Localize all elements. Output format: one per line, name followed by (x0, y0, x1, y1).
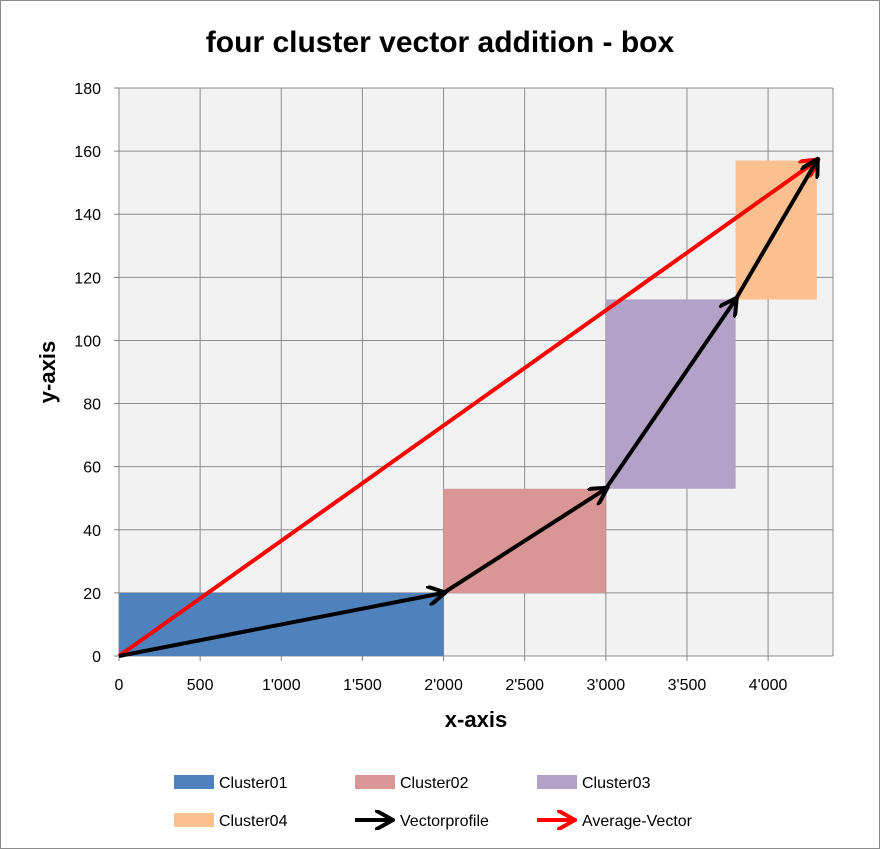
y-tick-label: 160 (74, 144, 101, 161)
legend-swatch-cluster01 (174, 775, 214, 789)
legend-label-cluster04: Cluster04 (219, 813, 288, 830)
y-axis-title: y-axis (35, 341, 60, 403)
x-tick-label: 1'500 (343, 677, 382, 694)
legend-label-vectorprofile: Vectorprofile (400, 813, 489, 830)
chart-title: four cluster vector addition - box (206, 26, 675, 59)
vectorprofile-arrow-2 (442, 489, 606, 595)
x-tick-label: 3'500 (668, 677, 707, 694)
legend-label-cluster02: Cluster02 (400, 775, 469, 792)
legend: Cluster01 Cluster02 Cluster03 Cluster04 Vect… (174, 775, 693, 830)
y-tick-label: 20 (83, 586, 101, 603)
y-tick-label: 120 (74, 270, 101, 287)
y-tick-label: 60 (83, 460, 101, 477)
legend-swatch-cluster03 (537, 775, 577, 789)
x-tick-label: 500 (187, 677, 214, 694)
legend-label-average-vector: Average-Vector (582, 813, 693, 830)
x-tick-labels: 0 500 1'000 1'500 2'000 2'500 3'000 3'500 4'000 (115, 677, 788, 694)
x-tick-label: 1'000 (262, 677, 301, 694)
legend-label-cluster01: Cluster01 (219, 775, 288, 792)
legend-swatch-cluster02 (355, 775, 395, 789)
vectorprofile-arrow-3 (604, 299, 736, 490)
vectorprofile-arrow-4 (733, 161, 817, 301)
y-tick-label: 180 (74, 81, 101, 98)
y-tick-label: 40 (83, 523, 101, 540)
y-tick-labels: 0 20 40 60 80 100 120 140 160 180 (74, 81, 101, 666)
y-tick-label: 140 (74, 207, 101, 224)
legend-label-cluster03: Cluster03 (582, 775, 651, 792)
x-axis-title: x-axis (445, 707, 507, 732)
y-tick-label: 80 (83, 397, 101, 414)
vectorprofile-arrow-1 (118, 593, 444, 658)
vectors (117, 161, 817, 658)
x-tick-label: 3'000 (586, 677, 625, 694)
x-tick-label: 2'500 (505, 677, 544, 694)
y-tick-label: 100 (74, 333, 101, 350)
y-tick-label: 0 (92, 649, 101, 666)
x-tick-label: 2'000 (424, 677, 463, 694)
x-tick-label: 4'000 (749, 677, 788, 694)
x-tick-label: 0 (115, 677, 124, 694)
legend-swatch-cluster04 (174, 813, 214, 827)
average-vector-arrow (117, 161, 817, 658)
